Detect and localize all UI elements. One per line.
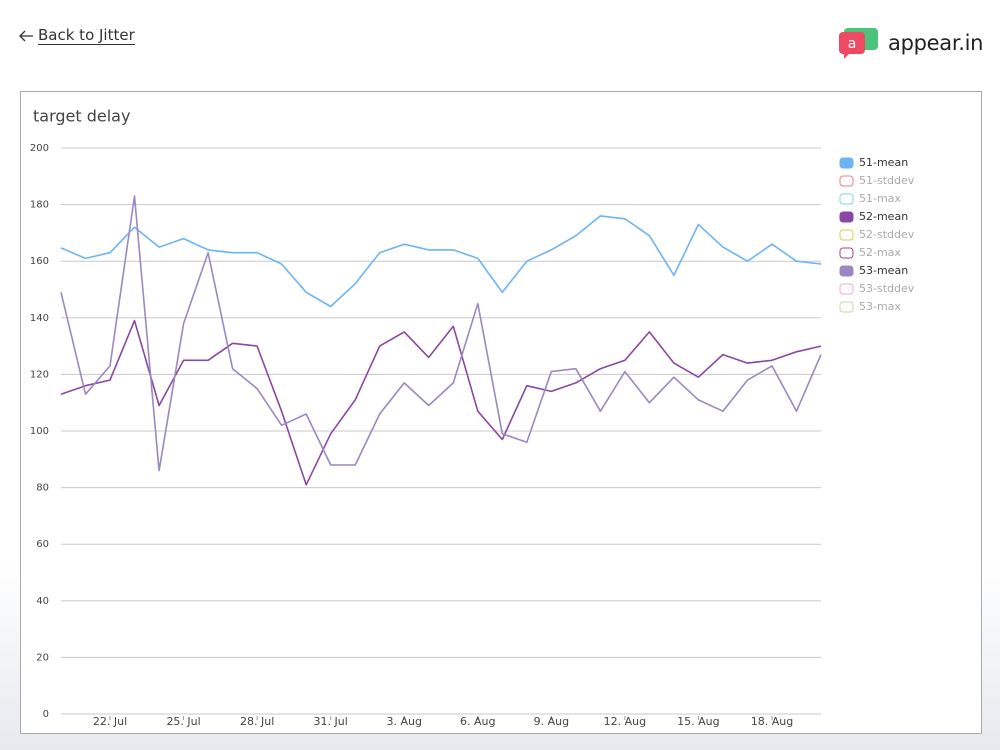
- y-tick-label: 0: [43, 709, 49, 720]
- legend-label: 53-mean: [859, 264, 908, 277]
- legend-label: 51-mean: [859, 156, 908, 169]
- x-tick-label: 12. Aug: [604, 715, 646, 728]
- x-tick-label: 31. Jul: [314, 715, 348, 728]
- y-tick-label: 180: [30, 200, 49, 211]
- chart: target delay 0 20 40 60 80 100 120 140 160 180 200…: [30, 107, 915, 729]
- legend-label: 53-stddev: [859, 282, 915, 295]
- y-tick-label: 140: [30, 313, 49, 324]
- y-tick-label: 200: [30, 143, 49, 154]
- back-link-text[interactable]: Back to Jitter: [38, 26, 135, 45]
- logo-icon-text: a: [848, 36, 857, 52]
- logo-icon: a: [839, 28, 878, 59]
- x-tick-label: 3. Aug: [386, 715, 421, 728]
- legend-swatch: [839, 175, 854, 187]
- back-link[interactable]: Back to Jitter: [18, 26, 135, 45]
- legend-label: 52-max: [859, 246, 901, 259]
- y-tick-label: 20: [36, 652, 49, 663]
- legend-label: 51-stddev: [859, 174, 915, 187]
- legend-swatch: [839, 193, 854, 205]
- y-tick-label: 120: [30, 369, 49, 380]
- back-arrow: [19, 30, 33, 41]
- legend-label: 53-max: [859, 300, 901, 313]
- chart-card: target delay 0 20 40 60 80 100 120 140 160 180 200…: [20, 91, 982, 734]
- logo-text: appear.in: [888, 31, 984, 55]
- series-line: [60, 215, 822, 308]
- legend-swatch: [839, 283, 854, 295]
- legend-swatch: [839, 157, 854, 169]
- y-tick-label: 100: [30, 426, 49, 437]
- y-tick-label: 80: [36, 483, 49, 494]
- legend-label: 52-mean: [859, 210, 908, 223]
- x-tick-label: 6. Aug: [460, 715, 495, 728]
- chart-title: target delay: [33, 107, 130, 126]
- legend-swatch: [839, 229, 854, 241]
- series-line: [60, 195, 822, 472]
- x-tick-label: 18. Aug: [751, 715, 793, 728]
- legend-label: 51-max: [859, 192, 901, 205]
- legend-swatch: [839, 247, 854, 259]
- y-tick-label: 40: [36, 596, 49, 607]
- legend-swatch: [839, 265, 854, 277]
- x-tick-label: 9. Aug: [534, 715, 569, 728]
- legend-swatch: [839, 211, 854, 223]
- logo[interactable]: a appear.in: [838, 26, 983, 60]
- legend-label: 52-stddev: [859, 228, 915, 241]
- x-tick-label: 22. Jul: [93, 715, 127, 728]
- y-tick-label: 160: [30, 256, 49, 267]
- x-tick-label: 25. Jul: [166, 715, 200, 728]
- legend-swatch: [839, 301, 854, 313]
- x-tick-label: 15. Aug: [677, 715, 719, 728]
- series-line: [60, 319, 822, 486]
- x-tick-label: 28. Jul: [240, 715, 274, 728]
- y-tick-label: 60: [36, 539, 49, 550]
